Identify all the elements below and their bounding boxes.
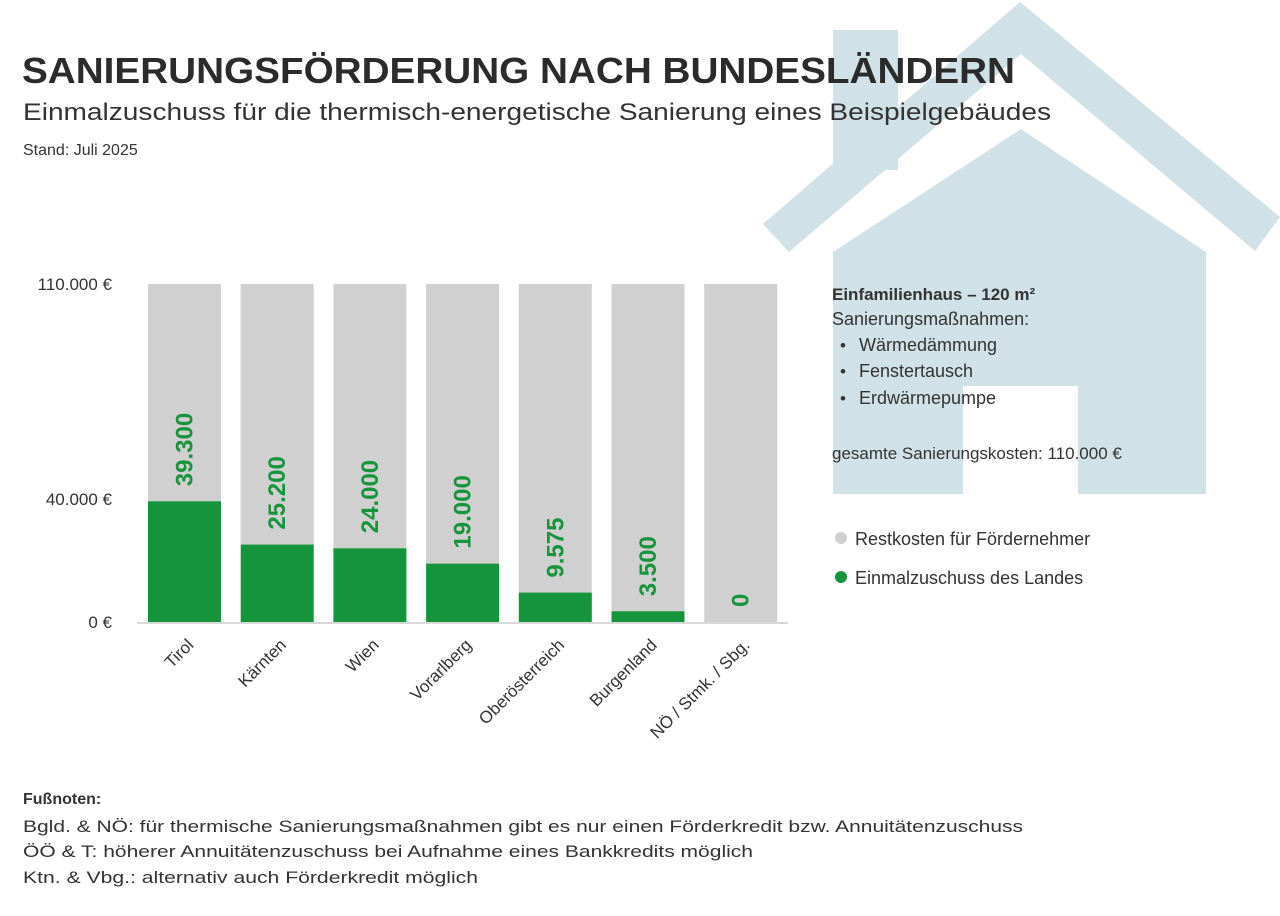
info-total: gesamte Sanierungskosten: 110.000 €: [832, 444, 1122, 463]
bar-rest-6: [704, 284, 778, 622]
x-tick-label: Oberösterreich: [475, 635, 568, 728]
info-heading: Einfamilienhaus – 120 m²: [832, 285, 1035, 304]
bar-rest-3: [426, 284, 500, 564]
data-label: 9.575: [542, 518, 569, 578]
bar-subsidy-3: [426, 563, 500, 622]
bar-chart: 0 € 40.000 € 110.000 € 39.300 Tirol 25.200 Kär…: [38, 275, 788, 742]
data-label: 25.200: [264, 456, 291, 529]
measure-item: Erdwärmepumpe: [859, 388, 996, 408]
measure-bullet: •: [840, 362, 846, 381]
bar-rest-1: [240, 284, 314, 545]
house-roof: [763, 2, 1280, 252]
bar-rest-4: [518, 284, 592, 593]
footnote-line: Bgld. & NÖ: für thermische Sanierungsmaß…: [23, 817, 1023, 836]
page-subtitle: Einmalzuschuss für die thermisch-energet…: [23, 99, 1051, 126]
data-label: 39.300: [172, 413, 199, 486]
bar-rest-0: [148, 284, 221, 502]
bar-subsidy-4: [518, 592, 592, 622]
data-label: 19.000: [450, 475, 477, 548]
legend-label-subsidy: Einmalzuschuss des Landes: [855, 568, 1083, 588]
house-illustration: [763, 2, 1280, 494]
bar-rest-5: [611, 284, 685, 612]
footnotes: Fußnoten: Bgld. & NÖ: für thermische San…: [23, 791, 1023, 887]
y-tick-label: 40.000 €: [46, 490, 113, 509]
bar-rest-2: [333, 284, 407, 549]
page-title: SANIERUNGSFÖRDERUNG NACH BUNDESLÄNDERN: [22, 50, 1015, 91]
y-tick-label: 110.000 €: [38, 275, 113, 294]
house-body: [833, 129, 1206, 494]
measure-bullet: •: [840, 389, 846, 408]
footnote-line: ÖÖ & T: höherer Annuitätenzuschuss bei A…: [23, 842, 753, 861]
bar-subsidy-1: [240, 544, 314, 622]
y-tick-label: 0 €: [88, 613, 112, 632]
x-tick-label: Tirol: [161, 635, 197, 671]
x-tick-label: Vorarlberg: [407, 635, 476, 704]
bar-subsidy-5: [611, 611, 685, 622]
legend-marker-rest: [835, 532, 847, 544]
bar-subsidy-0: [148, 501, 221, 622]
legend: Restkosten für Fördernehmer Einmalzuschu…: [835, 529, 1090, 588]
bar-subsidy-2: [333, 548, 407, 622]
x-tick-label: NÖ / Stmk. / Sbg.: [647, 635, 754, 742]
legend-marker-subsidy: [835, 571, 847, 583]
data-label: 3.500: [635, 536, 662, 596]
measure-item: Fenstertausch: [859, 361, 973, 381]
legend-label-rest: Restkosten für Fördernehmer: [855, 529, 1090, 549]
info-box: Einfamilienhaus – 120 m² Sanierungsmaßna…: [832, 285, 1122, 463]
data-label: 0: [728, 594, 755, 607]
x-tick-label: Burgenland: [586, 635, 661, 710]
data-label: 24.000: [357, 460, 384, 533]
x-tick-label: Wien: [342, 635, 383, 676]
measure-bullet: •: [840, 336, 846, 355]
footnote-line: Ktn. & Vbg.: alternativ auch Förderkredi…: [23, 868, 478, 887]
info-measures-label: Sanierungsmaßnahmen:: [832, 309, 1029, 329]
x-tick-label: Kärnten: [234, 635, 290, 691]
footnotes-heading: Fußnoten:: [23, 791, 101, 808]
measure-item: Wärmedämmung: [859, 335, 997, 355]
date-note: Stand: Juli 2025: [23, 142, 138, 159]
